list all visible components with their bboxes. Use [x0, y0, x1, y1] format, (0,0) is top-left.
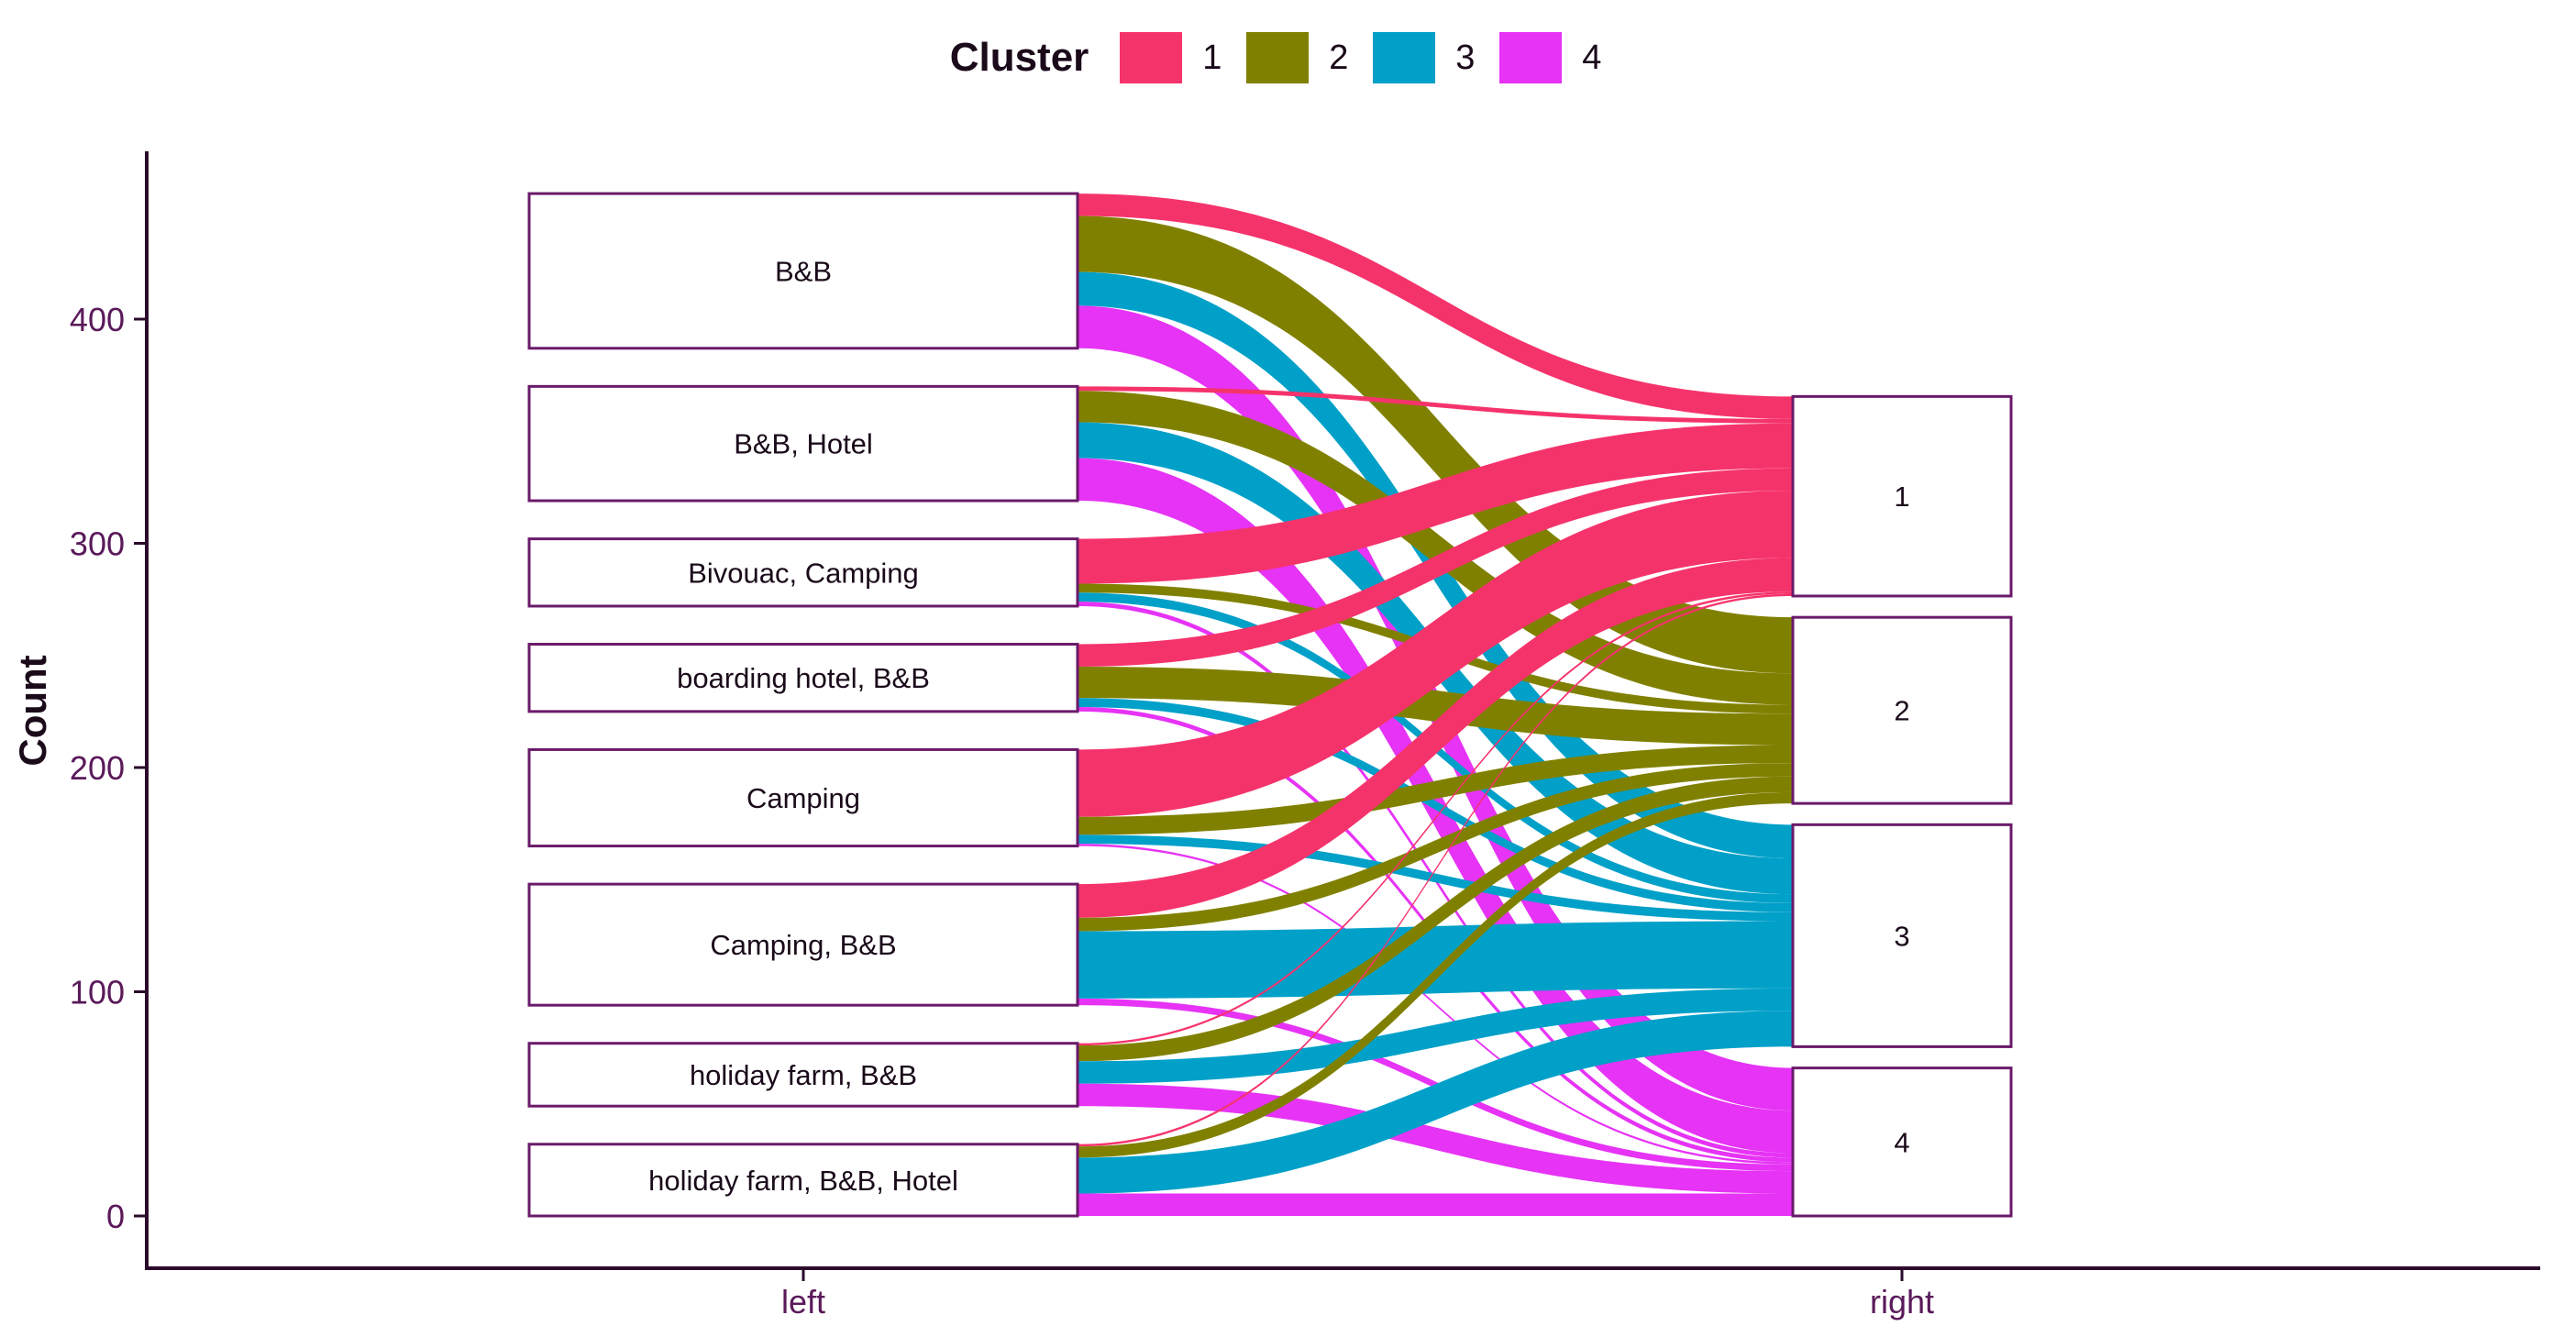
right-stratum-box: [1791, 394, 2013, 598]
left-stratum-label: holiday farm, B&B, Hotel: [648, 1165, 958, 1197]
flow-band: [1078, 1011, 1793, 1194]
strata-layer: B&B B&B, Hotel Bivouac, Camping boarding ho…: [527, 192, 2013, 1218]
legend-swatch-2: [1246, 32, 1310, 83]
flow-band: [1078, 491, 1793, 817]
left-stratum-label: holiday farm, B&B: [690, 1059, 917, 1091]
legend-item-4: 4: [1499, 32, 1606, 83]
flow-band: [1078, 386, 1793, 424]
legend-title: Cluster: [949, 35, 1089, 80]
left-stratum-box: [527, 882, 1079, 1007]
left-stratum-box: [527, 1042, 1079, 1108]
left-stratum-label: Camping, B&B: [710, 929, 896, 961]
flow-band: [1078, 558, 1793, 918]
legend-item-3: 3: [1373, 32, 1479, 83]
legend-label-2: 2: [1329, 38, 1349, 77]
legend-swatch-3: [1373, 32, 1436, 83]
left-stratum-box: [527, 192, 1079, 350]
flow-band: [1078, 193, 1793, 419]
flow-band: [1078, 745, 1793, 835]
legend-item-1: 1: [1120, 32, 1226, 83]
y-tick-label: 200: [70, 749, 125, 787]
left-stratum-box: [527, 747, 1079, 848]
right-stratum-box: [1791, 1066, 2013, 1218]
y-tick-label: 100: [70, 974, 125, 1011]
legend: Cluster 1 2 3 4: [0, 26, 2576, 90]
flow-band: [1078, 423, 1793, 584]
legend-item-2: 2: [1246, 32, 1353, 83]
left-stratum-box: [527, 1143, 1079, 1218]
flow-band: [1078, 468, 1793, 667]
right-stratum-label: 4: [1894, 1126, 1909, 1158]
right-stratum-label: 2: [1894, 695, 1909, 727]
flow-band: [1078, 593, 1793, 1147]
x-tick-label: right: [1870, 1283, 1934, 1320]
flow-band: [1078, 1193, 1793, 1216]
flow-band: [1078, 988, 1793, 1084]
flow-band: [1078, 921, 1793, 999]
left-stratum-label: Camping: [746, 782, 860, 814]
y-tick-label: 400: [70, 301, 125, 338]
flow-band: [1078, 215, 1793, 674]
legend-swatch-1: [1120, 32, 1183, 83]
right-stratum-box: [1791, 615, 2013, 805]
left-stratum-label: B&B: [775, 255, 832, 287]
flows-layer: [1078, 193, 1793, 1216]
flow-band: [1078, 844, 1793, 1165]
flow-band: [1078, 834, 1793, 922]
axes-layer: Count 0 100 200 300 400 left right: [11, 151, 2540, 1320]
right-stratum-label: 1: [1894, 481, 1909, 513]
flow-band: [1078, 776, 1793, 1062]
legend-label-3: 3: [1455, 38, 1476, 77]
flow-band: [1078, 791, 1793, 1158]
right-stratum-label: 3: [1894, 920, 1909, 952]
left-stratum-label: B&B, Hotel: [734, 428, 873, 460]
y-axis-title: Count: [11, 655, 54, 766]
legend-swatch-4: [1499, 32, 1563, 83]
legend-label-1: 1: [1202, 38, 1222, 77]
flow-band: [1078, 763, 1793, 932]
flow-band: [1078, 666, 1793, 746]
x-tick-label: left: [781, 1283, 825, 1320]
left-stratum-label: Bivouac, Camping: [688, 557, 919, 589]
left-stratum-box: [527, 384, 1079, 503]
left-stratum-box: [527, 643, 1079, 713]
flow-band: [1078, 698, 1793, 912]
y-tick-label: 300: [70, 525, 125, 563]
legend-label-4: 4: [1582, 38, 1602, 77]
flow-band: [1078, 591, 1793, 1046]
left-stratum-box: [527, 537, 1079, 608]
left-stratum-label: boarding hotel, B&B: [677, 662, 930, 694]
flow-band: [1078, 391, 1793, 705]
right-stratum-box: [1791, 823, 2013, 1048]
y-tick-label: 0: [106, 1198, 125, 1235]
